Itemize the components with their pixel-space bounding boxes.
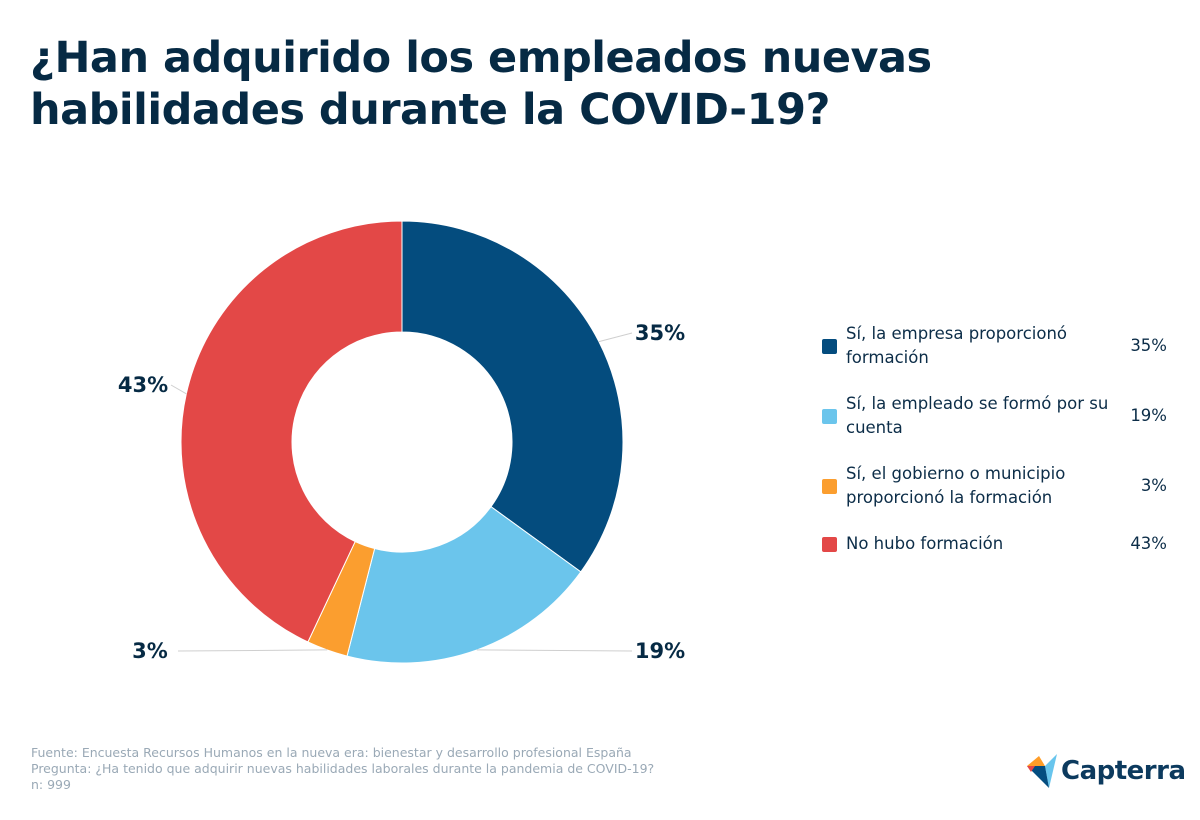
capterra-arrow-icon: [1027, 754, 1057, 788]
legend-swatch: [822, 408, 837, 424]
legend-swatch: [822, 536, 837, 552]
footer: Fuente: Encuesta Recursos Humanos en la …: [31, 745, 654, 793]
legend-value: 19%: [1130, 406, 1167, 425]
donut-chart: 35% 19% 3% 43%: [118, 220, 685, 664]
data-label: 3%: [132, 639, 168, 663]
donut-slice: [401, 220, 624, 573]
data-label: 43%: [118, 373, 168, 397]
legend-label: Sí, la empresa proporcionó formación: [846, 324, 1067, 367]
legend-value: 3%: [1140, 476, 1167, 495]
logo-text: Capterra: [1061, 756, 1186, 786]
legend: Sí, la empresa proporcionó formación 35% S…: [822, 322, 1167, 578]
sample-size: n: 999: [31, 777, 71, 792]
legend-swatch: [822, 338, 837, 354]
data-label: 35%: [635, 321, 685, 345]
legend-item: No hubo formación 43%: [822, 532, 1167, 556]
leader-line: [177, 649, 328, 652]
data-label: 19%: [635, 639, 685, 663]
legend-item: Sí, la empleado se formó por su cuenta 19…: [822, 392, 1167, 440]
legend-value: 35%: [1130, 336, 1167, 355]
legend-value: 43%: [1130, 534, 1167, 553]
legend-item: Sí, el gobierno o municipio proporcionó …: [822, 462, 1167, 510]
legend-item: Sí, la empresa proporcionó formación 35%: [822, 322, 1167, 370]
legend-swatch: [822, 478, 837, 494]
legend-label: No hubo formación: [846, 534, 1004, 553]
legend-label: Sí, el gobierno o municipio proporcionó …: [846, 464, 1066, 507]
capterra-logo: Capterra: [1027, 754, 1186, 788]
donut-slice: [180, 220, 403, 643]
donut-slice: [346, 505, 582, 664]
leader-line: [170, 384, 187, 395]
question-note: Pregunta: ¿Ha tenido que adquirir nuevas…: [31, 761, 655, 776]
chart-title: ¿Han adquirido los empleados nuevas habi…: [30, 33, 932, 135]
leader-line: [598, 332, 633, 343]
leader-line: [476, 649, 633, 652]
legend-label: Sí, la empleado se formó por su cuenta: [846, 394, 1109, 437]
source-note: Fuente: Encuesta Recursos Humanos en la …: [31, 745, 632, 760]
